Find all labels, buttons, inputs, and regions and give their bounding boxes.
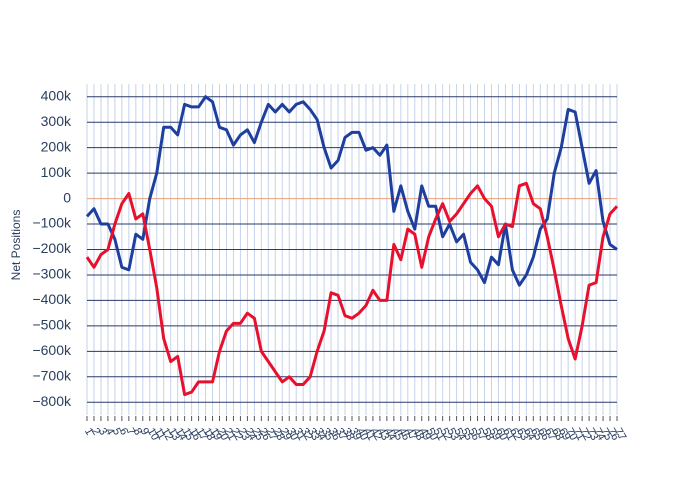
- x-tick-label: 61: [500, 426, 517, 443]
- x-tick-label: 59: [486, 426, 503, 443]
- x-tick-label: 62: [507, 426, 524, 443]
- x-tick-label: 11: [152, 426, 168, 442]
- x-tick-label: 33: [305, 426, 322, 443]
- x-tick-label: 26: [256, 426, 273, 443]
- x-tick-label: 63: [514, 426, 531, 443]
- y-tick-label: −800k: [32, 393, 72, 409]
- x-tick-label: 47: [403, 426, 420, 443]
- x-tick-label: 53: [445, 426, 462, 443]
- x-tick-label: 68: [549, 426, 566, 443]
- x-tick-label: 39: [347, 426, 364, 443]
- x-tick-label: 55: [458, 426, 475, 443]
- x-tick-label: 69: [556, 426, 573, 443]
- x-tick-label: 5: [110, 426, 123, 437]
- series-line: [85, 181, 619, 397]
- x-tick-label: 17: [193, 426, 210, 443]
- y-tick-label: 200k: [41, 138, 72, 154]
- x-tick-label: 30: [284, 426, 301, 443]
- x-tick-label: 22: [228, 426, 245, 443]
- x-tick-label: 52: [438, 426, 455, 443]
- x-tick-label: 24: [242, 426, 259, 443]
- x-tick-label: 13: [166, 426, 183, 443]
- x-tick-label: 6: [117, 426, 130, 437]
- x-tick-label: 44: [382, 426, 399, 443]
- y-tick-label: −300k: [32, 266, 72, 282]
- x-tick-label: 73: [584, 426, 601, 443]
- x-tick-label: 46: [396, 426, 413, 443]
- series-line: [85, 95, 618, 287]
- x-tick-label: 67: [542, 426, 559, 443]
- x-tick-label: 28: [270, 426, 287, 443]
- x-tick-label: 15: [180, 426, 197, 443]
- x-tick-label: 48: [410, 426, 427, 443]
- x-tick-label: 18: [200, 426, 217, 443]
- x-tick-label: 75: [598, 426, 615, 443]
- x-tick-label: 65: [528, 426, 545, 443]
- x-tick-label: 58: [479, 426, 496, 443]
- y-tick-label: 0: [63, 189, 71, 205]
- x-tick-label: 3: [96, 426, 109, 437]
- x-tick-label: 1: [82, 426, 95, 437]
- x-tick-label: 45: [389, 426, 406, 443]
- x-tick-label: 7: [124, 426, 137, 437]
- x-tick-label: 21: [221, 426, 238, 443]
- x-tick-label: 14: [173, 426, 190, 443]
- x-tick-label: 38: [340, 426, 357, 443]
- x-tick-label: 49: [417, 426, 434, 443]
- x-tick-label: 72: [577, 426, 594, 443]
- x-tick-label: 57: [472, 426, 489, 443]
- x-tick-label: 16: [186, 426, 203, 443]
- y-tick-label: 400k: [41, 87, 72, 103]
- x-tick-label: 43: [375, 426, 392, 443]
- x-tick-label: 35: [319, 426, 336, 443]
- y-axis-title: Net Positions: [9, 210, 23, 281]
- x-tick-label: 32: [298, 426, 315, 443]
- x-tick-label: 66: [535, 426, 552, 443]
- x-tick-label: 12: [159, 426, 176, 443]
- x-tick-label: 9: [138, 426, 151, 437]
- x-tick-label: 42: [368, 426, 385, 443]
- x-tick-label: 20: [214, 426, 231, 443]
- x-tick-label: 71: [570, 426, 587, 443]
- x-tick-label: 23: [235, 426, 252, 443]
- x-tick-label: 4: [103, 426, 116, 437]
- y-tick-label: −100k: [32, 215, 72, 231]
- x-tick-label: 34: [312, 426, 329, 443]
- x-tick-label: 50: [424, 426, 441, 443]
- x-tick-label: 2: [89, 426, 102, 437]
- x-tick-label: 25: [249, 426, 266, 443]
- y-tick-label: −600k: [32, 342, 72, 358]
- x-tick-label: 74: [591, 426, 608, 443]
- x-tick-label: 64: [521, 426, 538, 443]
- y-tick-label: 100k: [41, 164, 72, 180]
- x-tick-label: 60: [493, 426, 510, 443]
- x-tick-label: 31: [291, 426, 308, 443]
- x-tick-label: 40: [354, 426, 371, 443]
- x-tick-label: 77: [612, 426, 629, 443]
- x-tick-label: 27: [263, 426, 280, 443]
- x-tick-label: 29: [277, 426, 294, 443]
- x-tick-label: 8: [131, 426, 144, 437]
- x-tick-label: 54: [451, 426, 468, 443]
- y-tick-label: −500k: [32, 317, 72, 333]
- y-tick-label: −700k: [32, 368, 72, 384]
- x-tick-label: 37: [333, 426, 350, 443]
- x-tick-label: 76: [605, 426, 622, 443]
- x-tick-label: 70: [563, 426, 580, 443]
- x-tick-label: 19: [207, 426, 224, 443]
- x-tick-label: 51: [431, 426, 448, 443]
- y-tick-label: 300k: [41, 113, 72, 129]
- x-tick-label: 56: [465, 426, 482, 443]
- y-tick-label: −400k: [32, 291, 72, 307]
- y-tick-label: −200k: [32, 240, 72, 256]
- x-tick-label: 10: [145, 426, 162, 443]
- x-tick-label: 41: [361, 426, 378, 443]
- x-tick-label: 36: [326, 426, 343, 443]
